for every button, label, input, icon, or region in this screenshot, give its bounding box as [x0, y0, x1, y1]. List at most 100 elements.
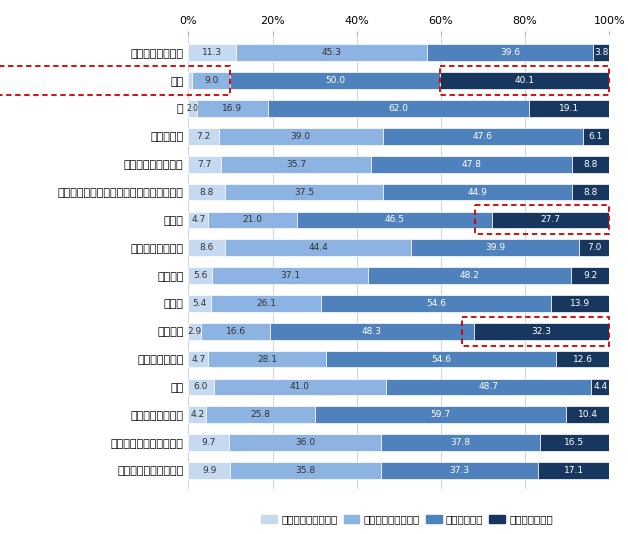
Text: 39.9: 39.9 — [485, 243, 506, 252]
Text: 8.6: 8.6 — [199, 243, 214, 252]
Text: 6.1: 6.1 — [588, 132, 603, 141]
Bar — [572, 156, 609, 172]
Text: 7.7: 7.7 — [197, 160, 212, 169]
Bar — [219, 128, 383, 145]
Text: 32.3: 32.3 — [532, 327, 551, 336]
Text: 47.8: 47.8 — [462, 160, 482, 169]
Bar — [572, 184, 609, 200]
Bar — [206, 406, 315, 423]
Text: 44.9: 44.9 — [468, 187, 487, 197]
Bar — [591, 379, 610, 395]
Text: 7.2: 7.2 — [197, 132, 210, 141]
Bar — [475, 206, 609, 234]
Text: 50.0: 50.0 — [325, 76, 345, 85]
Text: 10.4: 10.4 — [578, 410, 598, 419]
Bar — [551, 295, 609, 312]
Text: 37.5: 37.5 — [295, 187, 315, 197]
Bar — [188, 239, 225, 256]
Text: 21.0: 21.0 — [242, 215, 263, 224]
Bar — [386, 379, 591, 395]
Bar — [230, 72, 440, 89]
Text: 37.3: 37.3 — [449, 466, 469, 475]
Bar — [492, 211, 609, 228]
Text: 25.8: 25.8 — [251, 410, 270, 419]
Text: 8.8: 8.8 — [200, 187, 214, 197]
Bar — [371, 156, 572, 172]
Text: 45.3: 45.3 — [322, 48, 341, 57]
Text: 9.9: 9.9 — [202, 466, 217, 475]
Text: 17.1: 17.1 — [563, 466, 583, 475]
Text: 6.0: 6.0 — [194, 382, 208, 391]
Text: 2.0: 2.0 — [187, 104, 198, 113]
Bar — [321, 295, 551, 312]
Bar — [268, 100, 529, 117]
Text: 35.8: 35.8 — [295, 466, 315, 475]
Bar — [212, 267, 368, 284]
Bar — [327, 351, 556, 367]
Text: 35.7: 35.7 — [286, 160, 306, 169]
Legend: まったく気にしない, それほど気にしない, やや気にする, とても気にする: まったく気にしない, それほど気にしない, やや気にする, とても気にする — [257, 511, 557, 529]
Bar — [188, 323, 200, 340]
Bar — [208, 351, 327, 367]
Text: 26.1: 26.1 — [256, 299, 276, 308]
Bar — [225, 184, 383, 200]
Bar — [529, 100, 609, 117]
Bar — [474, 323, 610, 340]
Text: 39.6: 39.6 — [500, 48, 520, 57]
Bar — [188, 156, 221, 172]
Text: 37.8: 37.8 — [450, 438, 470, 447]
Bar — [440, 66, 609, 95]
Bar — [208, 211, 296, 228]
Bar — [225, 239, 411, 256]
Bar — [188, 462, 230, 479]
Text: 9.0: 9.0 — [204, 76, 219, 85]
Bar — [188, 434, 229, 451]
Bar — [188, 267, 212, 284]
Bar — [188, 351, 208, 367]
Text: 44.4: 44.4 — [308, 243, 328, 252]
Bar — [381, 462, 538, 479]
Bar — [426, 44, 593, 61]
Text: 59.7: 59.7 — [430, 410, 450, 419]
Bar — [197, 100, 268, 117]
Text: 48.2: 48.2 — [460, 271, 479, 280]
Text: 41.0: 41.0 — [290, 382, 310, 391]
Text: 13.9: 13.9 — [570, 299, 590, 308]
Bar — [200, 323, 271, 340]
Bar — [583, 128, 609, 145]
Text: 8.8: 8.8 — [583, 160, 598, 169]
Bar — [188, 128, 219, 145]
Bar — [556, 351, 609, 367]
Bar — [296, 211, 492, 228]
Text: 11.3: 11.3 — [202, 48, 222, 57]
Bar — [188, 379, 214, 395]
Bar — [188, 184, 225, 200]
Text: 37.1: 37.1 — [280, 271, 300, 280]
Bar — [230, 462, 381, 479]
Bar — [229, 434, 381, 451]
Bar — [593, 44, 609, 61]
Bar — [211, 295, 321, 312]
Text: 39.0: 39.0 — [291, 132, 311, 141]
Text: 62.0: 62.0 — [388, 104, 408, 113]
Bar — [188, 406, 206, 423]
Bar — [192, 72, 230, 89]
Text: 2.9: 2.9 — [187, 327, 202, 336]
Text: 16.5: 16.5 — [565, 438, 585, 447]
Text: 12.6: 12.6 — [573, 355, 593, 364]
Bar — [271, 323, 474, 340]
Text: 5.6: 5.6 — [193, 271, 207, 280]
Text: 27.7: 27.7 — [541, 215, 560, 224]
Bar — [368, 267, 571, 284]
Bar — [462, 317, 609, 345]
Text: 4.2: 4.2 — [190, 410, 204, 419]
Bar — [538, 462, 610, 479]
Bar — [188, 44, 236, 61]
Bar — [236, 44, 426, 61]
Text: 28.1: 28.1 — [257, 355, 278, 364]
Text: 4.4: 4.4 — [593, 382, 607, 391]
Bar — [539, 434, 609, 451]
Bar — [221, 156, 371, 172]
Bar — [440, 72, 609, 89]
Text: 4.7: 4.7 — [191, 215, 205, 224]
